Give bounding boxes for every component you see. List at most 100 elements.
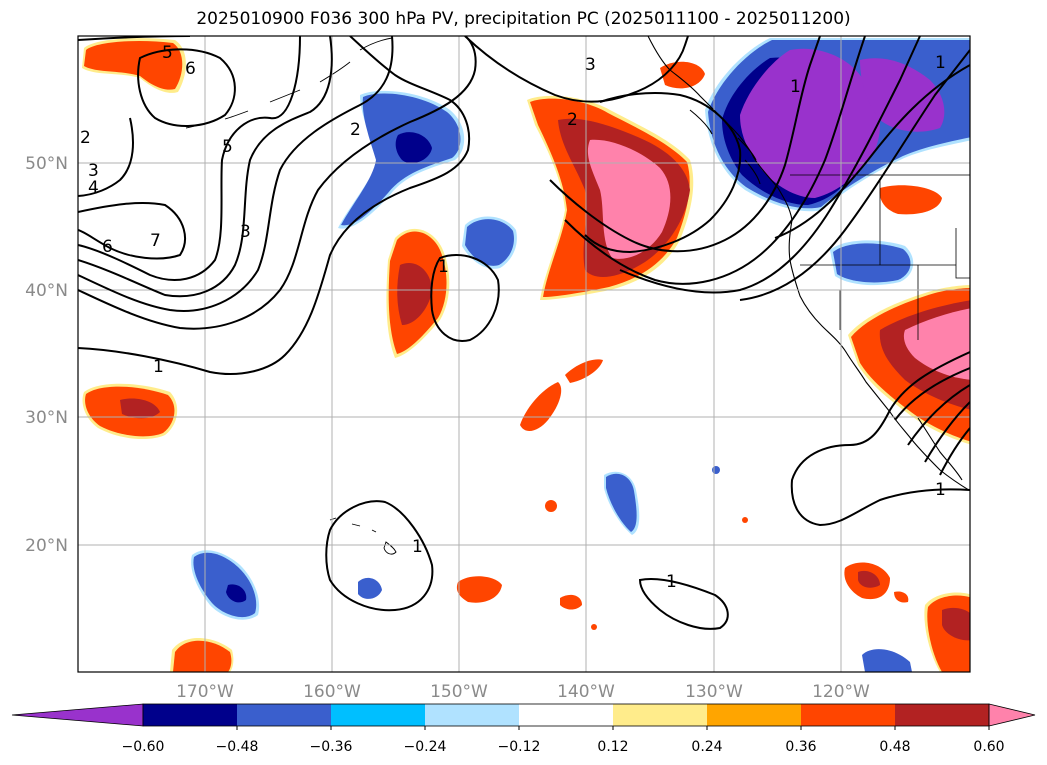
latitude-labels: 50°N 40°N 30°N 20°N xyxy=(25,154,68,556)
map-title: 2025010900 F036 300 hPa PV, precipitatio… xyxy=(196,9,851,29)
contour-label: 1 xyxy=(935,53,946,73)
contour-label: 3 xyxy=(585,55,596,75)
gridlines xyxy=(78,36,970,672)
pv-contour-line xyxy=(907,384,970,446)
pv-contour-line xyxy=(430,254,500,342)
colorbar-swatch xyxy=(519,704,614,726)
colorbar-extend-high xyxy=(988,703,1036,727)
lat-label-20n: 20°N xyxy=(25,536,68,556)
colorbar-extend-low xyxy=(11,703,144,727)
pv-contours xyxy=(78,36,970,630)
lat-label-30n: 30°N xyxy=(25,408,68,428)
colorbar-tick-label: 0.60 xyxy=(973,739,1004,755)
colorbar-tick-label: 0.48 xyxy=(879,739,910,755)
pv-contour-line xyxy=(78,36,333,298)
colorbar-frame xyxy=(142,703,990,727)
lon-label-150w: 150°W xyxy=(430,682,488,702)
pv-contour-line xyxy=(78,36,394,312)
colorbar-tick-label: 0.36 xyxy=(785,739,816,755)
colorbar-tick-label: −0.12 xyxy=(498,739,541,755)
pv-contour-line xyxy=(78,36,301,281)
precip-area xyxy=(942,607,970,641)
colorbar-tick-label: −0.48 xyxy=(216,739,259,755)
pv-contour-line xyxy=(739,49,970,301)
colorbar-tick-label: −0.60 xyxy=(122,739,165,755)
precip-area xyxy=(545,500,557,512)
pv-contour-line xyxy=(549,36,821,253)
precip-area xyxy=(587,139,671,259)
precip-area xyxy=(456,576,502,603)
lon-label-170w: 170°W xyxy=(176,682,234,702)
lat-label-50n: 50°N xyxy=(25,154,68,174)
colorbar-tick-label: −0.36 xyxy=(310,739,353,755)
hawaii-islands xyxy=(329,517,397,555)
colorbar-swatch xyxy=(895,704,990,726)
pv-contour-line xyxy=(564,36,866,285)
pv-contour-line xyxy=(774,64,970,239)
lon-label-140w: 140°W xyxy=(557,682,615,702)
precip-area xyxy=(84,41,183,90)
precip-area xyxy=(833,243,911,283)
precip-area xyxy=(560,594,582,610)
baja-coast xyxy=(917,417,963,481)
colorbar-swatch xyxy=(801,704,896,726)
colorbar-tick-label: −0.24 xyxy=(404,739,447,755)
colorbar-tick-label: 0.24 xyxy=(691,739,722,755)
contour-label: 6 xyxy=(185,59,196,79)
pv-contour-line xyxy=(78,117,134,197)
colorbar-swatch xyxy=(143,704,238,726)
precip-area xyxy=(465,219,514,266)
precip-area xyxy=(858,570,880,588)
precip-area xyxy=(565,359,603,383)
colorbar-swatch xyxy=(425,704,520,726)
contour-label: 3 xyxy=(88,161,99,181)
precip-shading xyxy=(82,38,970,672)
pv-contour-line xyxy=(464,36,689,103)
colorbar-swatch xyxy=(613,704,708,726)
precip-area xyxy=(226,584,247,603)
pv-contour-line xyxy=(924,401,970,463)
map-content: 5 6 3 2 4 5 6 7 3 2 2 3 1 1 1 1 1 1 1 xyxy=(78,36,970,672)
pv-contour-line xyxy=(939,427,970,476)
precip-area xyxy=(520,382,562,432)
contour-label: 1 xyxy=(935,480,946,500)
precip-area xyxy=(740,48,880,198)
pv-contour-line xyxy=(638,578,729,630)
colorbar-swatch xyxy=(331,704,426,726)
contour-label: 2 xyxy=(567,110,578,130)
precip-area xyxy=(903,308,970,380)
precip-area xyxy=(742,517,748,523)
contour-label: 1 xyxy=(666,572,677,592)
colorbar-swatch xyxy=(707,704,802,726)
pv-contour-line xyxy=(78,201,186,260)
contour-label: 6 xyxy=(102,237,113,257)
contour-label: 5 xyxy=(222,137,233,157)
precip-area xyxy=(862,649,912,672)
precip-area xyxy=(712,466,720,474)
pv-contour-line xyxy=(325,500,434,612)
contour-label: 1 xyxy=(153,357,164,377)
lat-label-40n: 40°N xyxy=(25,281,68,301)
contour-label: 3 xyxy=(240,222,251,242)
pv-contour-line xyxy=(137,48,236,127)
pv-contour-line xyxy=(78,36,470,375)
precip-area xyxy=(606,473,637,532)
colorbar: −0.60 −0.48 −0.36 −0.24 −0.12 0.12 0.24 0.36 0.4… xyxy=(11,703,1036,755)
precip-area xyxy=(341,93,461,226)
contour-label: 5 xyxy=(162,43,173,63)
contour-label: 2 xyxy=(80,128,91,148)
precip-area xyxy=(395,132,432,164)
precip-area xyxy=(591,624,597,630)
precip-area xyxy=(358,577,382,599)
pv-contour-line xyxy=(78,36,477,330)
precip-area xyxy=(894,591,909,603)
colorbar-swatch xyxy=(237,704,332,726)
lon-label-130w: 130°W xyxy=(685,682,743,702)
contour-label: 4 xyxy=(88,178,99,198)
contour-label: 7 xyxy=(150,231,161,251)
longitude-labels: 170°W 160°W 150°W 140°W 130°W 120°W xyxy=(176,682,870,702)
lon-label-120w: 120°W xyxy=(812,682,870,702)
precip-area xyxy=(879,185,942,215)
contour-label: 1 xyxy=(790,77,801,97)
